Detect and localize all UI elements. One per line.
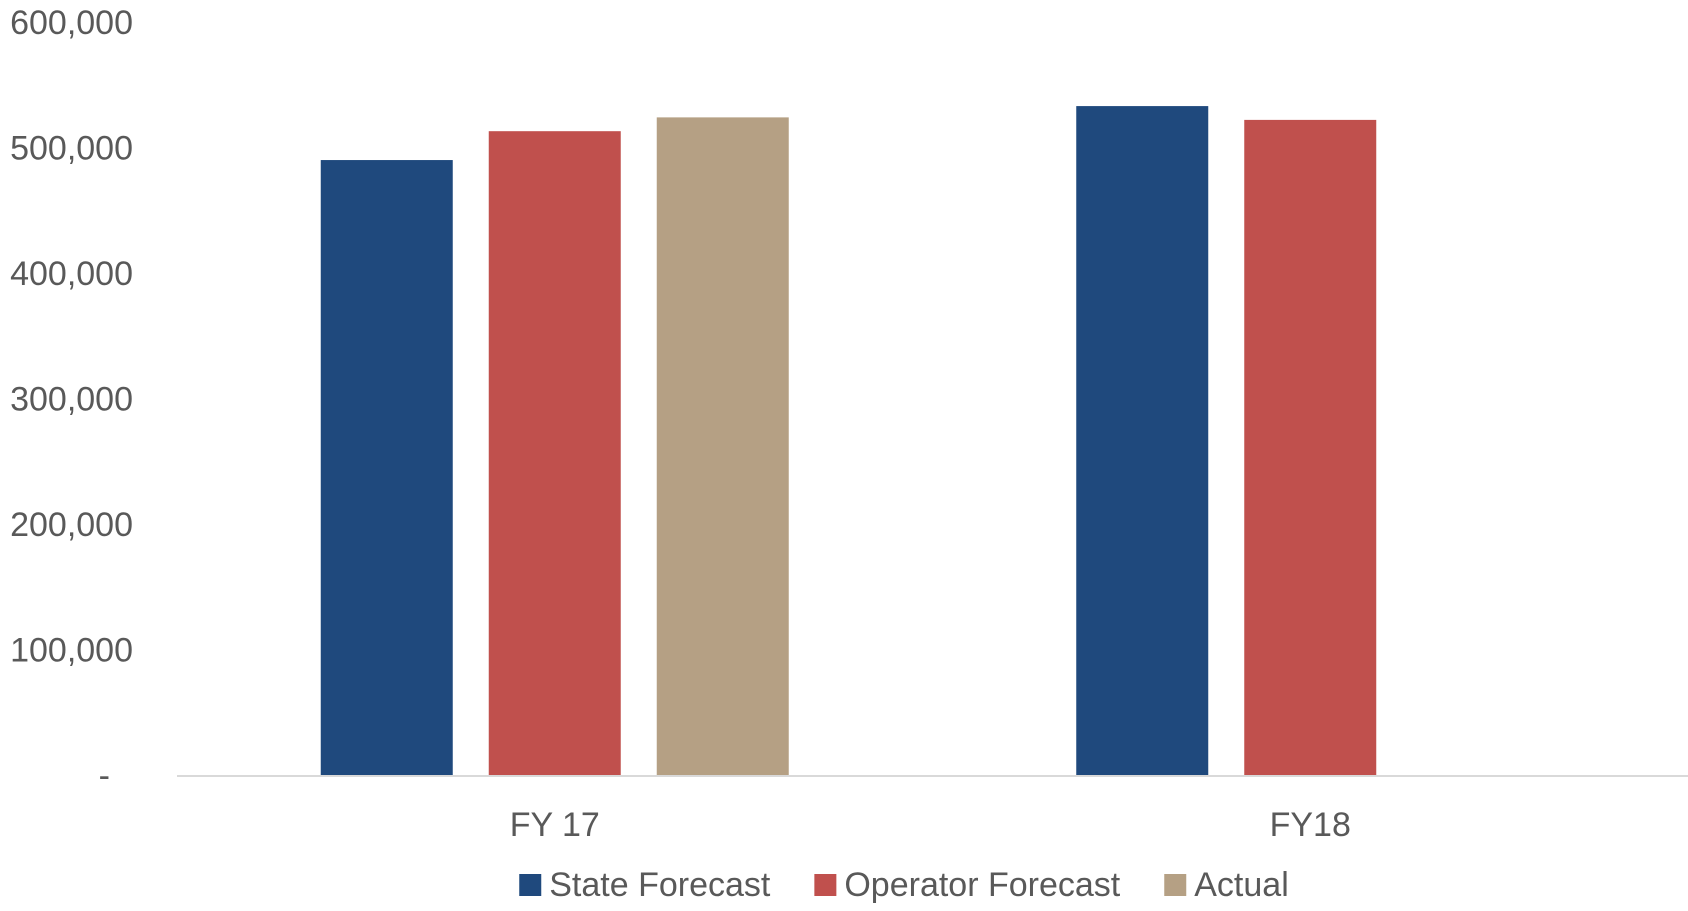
legend-label: Operator Forecast	[844, 866, 1120, 904]
y-tick-label: 200,000	[10, 506, 133, 544]
bar-state-forecast-fy-17	[320, 160, 453, 776]
x-category-label: FY 17	[510, 806, 600, 844]
legend-swatch	[1164, 874, 1187, 896]
legend-label: State Forecast	[549, 866, 771, 904]
bar-state-forecast-fy18	[1076, 106, 1209, 775]
bar-actual-fy-17	[656, 117, 789, 775]
bars-group	[320, 106, 1377, 776]
legend: State Forecast Operator Forecast Actual	[519, 866, 1289, 904]
bar-operator-forecast-fy18	[1244, 119, 1377, 775]
x-axis-category-labels: FY 17 FY18	[510, 806, 1351, 844]
y-tick-label: 400,000	[10, 255, 133, 293]
y-tick-label: 600,000	[10, 4, 133, 42]
x-category-label: FY18	[1270, 806, 1351, 844]
legend-swatch	[519, 874, 542, 896]
y-tick-label: 300,000	[10, 381, 133, 419]
legend-swatch	[814, 874, 837, 896]
legend-label: Actual	[1194, 866, 1289, 904]
y-tick-label: -	[99, 757, 110, 795]
bar-operator-forecast-fy-17	[488, 131, 621, 775]
y-tick-label: 100,000	[10, 632, 133, 670]
y-tick-label: 500,000	[10, 130, 133, 168]
y-axis-ticks: - 100,000 200,000 300,000 400,000 500,000 600,…	[10, 4, 133, 795]
